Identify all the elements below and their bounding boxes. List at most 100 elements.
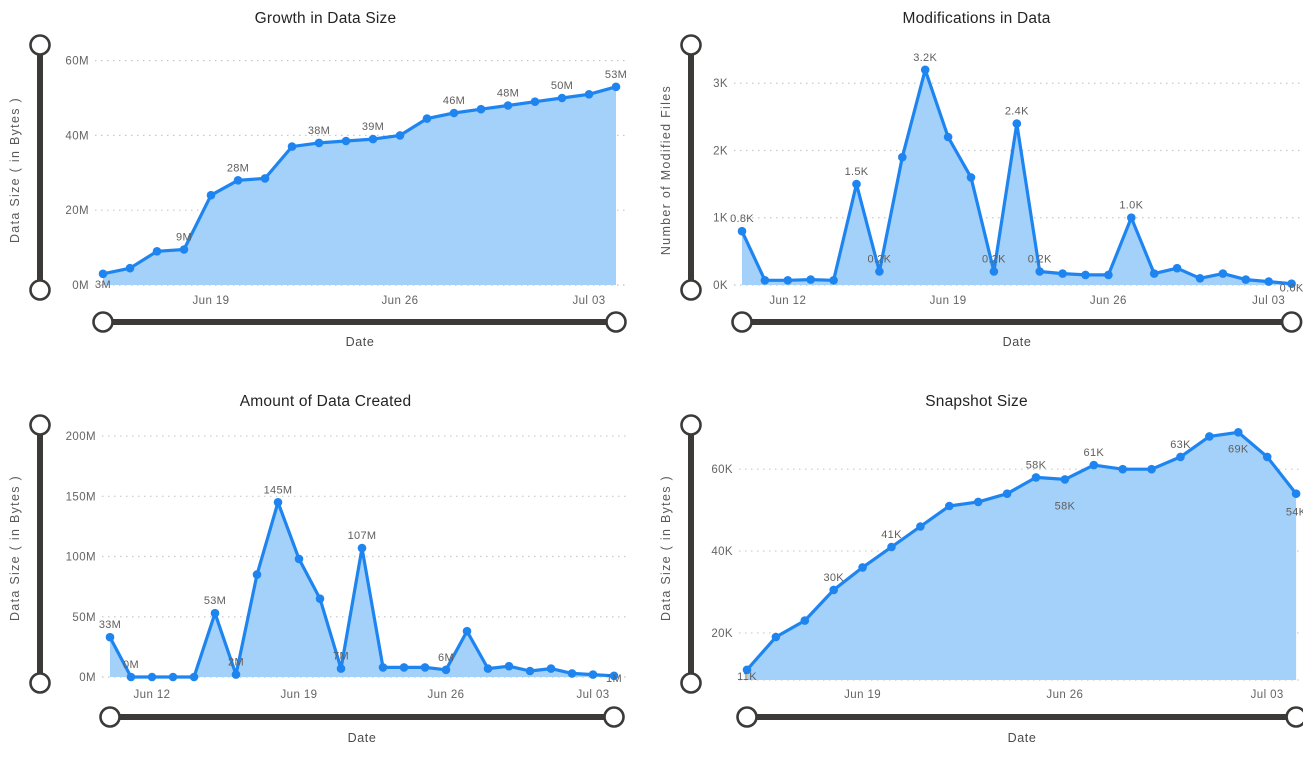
- data-point[interactable]: [567, 669, 577, 678]
- data-point[interactable]: [1147, 464, 1156, 474]
- data-point[interactable]: [829, 585, 838, 595]
- data-point[interactable]: [368, 134, 378, 144]
- data-point[interactable]: [989, 267, 999, 276]
- data-point[interactable]: [399, 663, 409, 672]
- data-point[interactable]: [887, 542, 896, 552]
- data-point[interactable]: [462, 626, 472, 636]
- data-point[interactable]: [1195, 274, 1205, 283]
- x-range-slider-track[interactable]: [110, 714, 614, 720]
- y-range-slider-handle-bottom[interactable]: [680, 279, 702, 301]
- data-point[interactable]: [1060, 475, 1070, 484]
- data-point[interactable]: [1089, 460, 1099, 470]
- y-range-slider-handle-top[interactable]: [680, 34, 702, 56]
- data-point[interactable]: [920, 65, 930, 75]
- data-point[interactable]: [1127, 213, 1136, 222]
- data-point[interactable]: [189, 672, 199, 682]
- y-range-slider-handle-bottom[interactable]: [680, 672, 702, 694]
- data-point[interactable]: [420, 663, 430, 672]
- data-point[interactable]: [273, 498, 283, 507]
- data-point[interactable]: [584, 90, 594, 99]
- data-point[interactable]: [945, 501, 954, 511]
- data-point[interactable]: [252, 570, 262, 579]
- y-range-slider-track[interactable]: [688, 45, 694, 290]
- data-point[interactable]: [503, 101, 513, 110]
- data-point[interactable]: [126, 672, 136, 682]
- data-point[interactable]: [105, 632, 115, 642]
- x-range-slider-handle-right[interactable]: [1280, 311, 1303, 333]
- x-range-slider-handle-left[interactable]: [92, 311, 114, 333]
- data-point[interactable]: [858, 563, 867, 572]
- data-point[interactable]: [943, 132, 953, 142]
- data-point[interactable]: [525, 666, 535, 676]
- data-point[interactable]: [800, 616, 810, 625]
- data-point[interactable]: [829, 276, 838, 285]
- data-point[interactable]: [147, 672, 157, 682]
- data-point[interactable]: [336, 664, 346, 673]
- data-point[interactable]: [546, 664, 556, 673]
- data-point[interactable]: [1176, 452, 1185, 462]
- data-point[interactable]: [557, 93, 567, 103]
- x-range-slider-handle-left[interactable]: [731, 311, 753, 333]
- data-point[interactable]: [771, 632, 781, 642]
- data-point[interactable]: [449, 108, 459, 118]
- data-point[interactable]: [395, 131, 405, 140]
- y-range-slider-handle-bottom[interactable]: [29, 672, 51, 694]
- data-point[interactable]: [233, 176, 243, 185]
- x-range-slider-track[interactable]: [747, 714, 1297, 720]
- data-point[interactable]: [125, 263, 135, 273]
- data-point[interactable]: [341, 136, 351, 146]
- data-point[interactable]: [357, 543, 367, 553]
- y-range-slider-handle-top[interactable]: [680, 414, 702, 436]
- data-point[interactable]: [1002, 489, 1012, 498]
- y-range-slider-track[interactable]: [688, 425, 694, 683]
- data-point[interactable]: [287, 142, 297, 151]
- data-point[interactable]: [1058, 269, 1067, 278]
- data-point[interactable]: [783, 276, 793, 285]
- data-point[interactable]: [210, 608, 220, 618]
- data-point[interactable]: [737, 226, 747, 236]
- data-point[interactable]: [98, 269, 108, 279]
- data-point[interactable]: [898, 152, 907, 162]
- y-range-slider-track[interactable]: [37, 45, 43, 290]
- data-point[interactable]: [973, 497, 983, 507]
- data-point[interactable]: [483, 664, 493, 673]
- data-point[interactable]: [206, 190, 216, 200]
- data-point[interactable]: [1241, 275, 1251, 284]
- x-range-slider-handle-right[interactable]: [603, 706, 625, 728]
- y-range-slider-track[interactable]: [37, 425, 43, 683]
- data-point[interactable]: [314, 138, 324, 148]
- data-point[interactable]: [1012, 119, 1022, 128]
- data-point[interactable]: [504, 661, 514, 671]
- data-point[interactable]: [378, 663, 388, 672]
- data-point[interactable]: [1287, 279, 1296, 289]
- data-point[interactable]: [152, 247, 162, 256]
- data-point[interactable]: [609, 671, 619, 681]
- data-point[interactable]: [168, 672, 178, 682]
- data-point[interactable]: [315, 594, 325, 603]
- data-point[interactable]: [179, 245, 189, 254]
- data-point[interactable]: [1234, 428, 1243, 437]
- data-point[interactable]: [422, 114, 432, 123]
- data-point[interactable]: [294, 554, 304, 564]
- data-point[interactable]: [916, 522, 925, 531]
- data-point[interactable]: [231, 670, 241, 679]
- data-point[interactable]: [476, 104, 486, 114]
- data-point[interactable]: [760, 276, 770, 285]
- data-point[interactable]: [1104, 270, 1113, 280]
- data-point[interactable]: [1291, 489, 1301, 498]
- data-point[interactable]: [1081, 270, 1090, 280]
- data-point[interactable]: [966, 173, 976, 182]
- data-point[interactable]: [852, 179, 861, 189]
- x-range-slider-track[interactable]: [103, 319, 616, 325]
- data-point[interactable]: [588, 670, 598, 679]
- y-range-slider-handle-top[interactable]: [29, 34, 51, 56]
- x-range-slider-handle-right[interactable]: [605, 311, 627, 333]
- data-point[interactable]: [1262, 452, 1272, 462]
- x-range-slider-handle-left[interactable]: [99, 706, 121, 728]
- data-point[interactable]: [1172, 263, 1182, 273]
- data-point[interactable]: [611, 82, 621, 92]
- data-point[interactable]: [742, 665, 752, 675]
- data-point[interactable]: [875, 267, 884, 276]
- y-range-slider-handle-bottom[interactable]: [29, 279, 51, 301]
- x-range-slider-handle-right[interactable]: [1285, 706, 1303, 728]
